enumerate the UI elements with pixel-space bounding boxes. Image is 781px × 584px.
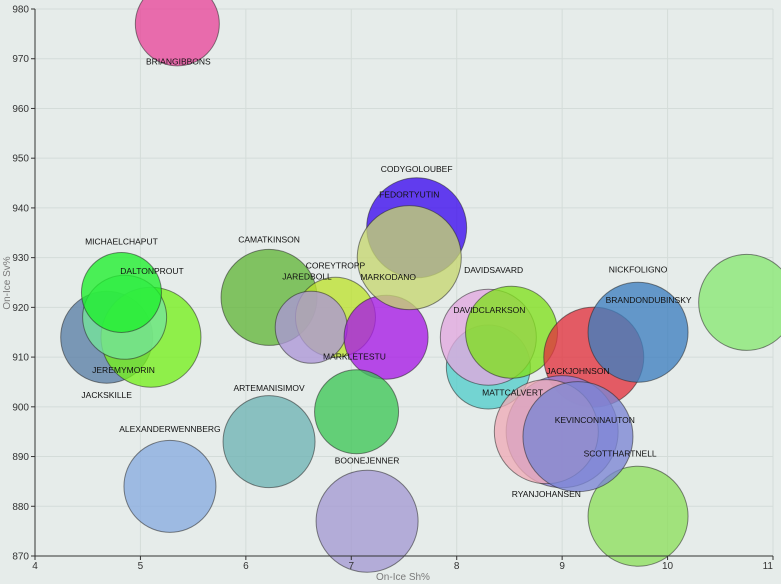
y-tick-label: 940 (12, 203, 29, 214)
point-label-coreytropp: COREYTROPP (306, 261, 366, 271)
x-tick-label: 4 (32, 561, 38, 572)
y-tick-label: 900 (12, 402, 29, 413)
point-label-jackjohnson: JACKJOHNSON (546, 366, 609, 376)
point-labels: BRIANGIBBONS CODYGOLOUBEF FEDORTYUTIN MICHA… (81, 57, 691, 499)
point-label-artemanisimov: ARTEMANISIMOV (233, 383, 304, 393)
x-axis-title: On-Ice Sh% (376, 572, 430, 583)
y-tick-label: 890 (12, 452, 29, 463)
bubble-alexanderwennberg[interactable] (123, 439, 217, 533)
point-label-briangibbons: BRIANGIBBONS (146, 57, 211, 67)
point-label-michaelchaput: MICHAELCHAPUT (85, 237, 158, 247)
bubble-brandondubinsky[interactable] (587, 281, 689, 383)
point-label-mattcalvert: MATTCALVERT (482, 387, 543, 397)
point-label-davidclarkson: DAVIDCLARKSON (453, 305, 525, 315)
point-label-markletestu: MARKLETESTU (323, 352, 386, 362)
x-tick-label: 8 (454, 561, 460, 572)
point-label-jaredboll: JAREDBOLL (282, 272, 332, 282)
y-tick-label: 980 (12, 5, 29, 16)
bubble-artemanisimov[interactable] (222, 395, 316, 489)
y-tick-label: 950 (12, 154, 29, 165)
point-label-fedortyutin: FEDORTYUTIN (379, 189, 439, 199)
bubble-boonejenner[interactable] (315, 469, 419, 573)
point-label-davidsavard: DAVIDSAVARD (464, 265, 523, 275)
bubble-briangibbons[interactable] (134, 0, 220, 67)
point-label-jackskille: JACKSKILLE (81, 390, 132, 400)
axes: 4 5 6 7 8 9 10 11870880890900910920930940950960… (12, 5, 774, 572)
bubble-kevinconnauton[interactable] (587, 465, 689, 567)
bubbles (60, 0, 781, 573)
x-tick-label: 6 (243, 561, 249, 572)
point-label-ryanjohansen: RYANJOHANSEN (512, 489, 581, 499)
point-label-alexanderwennberg: ALEXANDERWENNBERG (119, 424, 220, 434)
point-label-camatkinson: CAMATKINSON (238, 235, 300, 245)
point-label-brandondubinsky: BRANDONDUBINSKY (606, 295, 692, 305)
point-label-markodano: MARKODANO (360, 272, 416, 282)
bubble-fedortyutin[interactable] (356, 205, 462, 311)
y-tick-label: 910 (12, 353, 29, 364)
bubble-michaelchaput[interactable] (80, 251, 162, 333)
y-tick-label: 880 (12, 502, 29, 513)
point-label-scotthartnell: SCOTTHARTNELL (584, 449, 657, 459)
y-axis-title: On-Ice Sv% (2, 256, 13, 309)
point-label-daltonprout: DALTONPROUT (120, 266, 183, 276)
y-tick-label: 970 (12, 54, 29, 65)
x-tick-label: 11 (763, 561, 774, 572)
point-label-kevinconnauton: KEVINCONNAUTON (555, 415, 635, 425)
bubble-davidclarkson[interactable] (465, 285, 559, 379)
y-tick-label: 960 (12, 104, 29, 115)
x-tick-label: 9 (559, 561, 565, 572)
point-label-boonejenner: BOONEJENNER (335, 456, 400, 466)
point-label-nickfoligno: NICKFOLIGNO (609, 265, 668, 275)
bubble-markodano[interactable] (314, 369, 400, 455)
point-label-jeremymorin: JEREMYMORIN (92, 365, 155, 375)
x-tick-label: 10 (662, 561, 674, 572)
y-tick-label: 920 (12, 303, 29, 314)
bubble-ryanjohansen[interactable] (522, 381, 634, 493)
point-label-codygoloubef: CODYGOLOUBEF (381, 164, 453, 174)
y-tick-label: 870 (12, 552, 29, 563)
x-tick-label: 5 (138, 561, 144, 572)
bubble[interactable] (698, 253, 781, 351)
y-tick-label: 930 (12, 253, 29, 264)
x-tick-label: 7 (349, 561, 355, 572)
